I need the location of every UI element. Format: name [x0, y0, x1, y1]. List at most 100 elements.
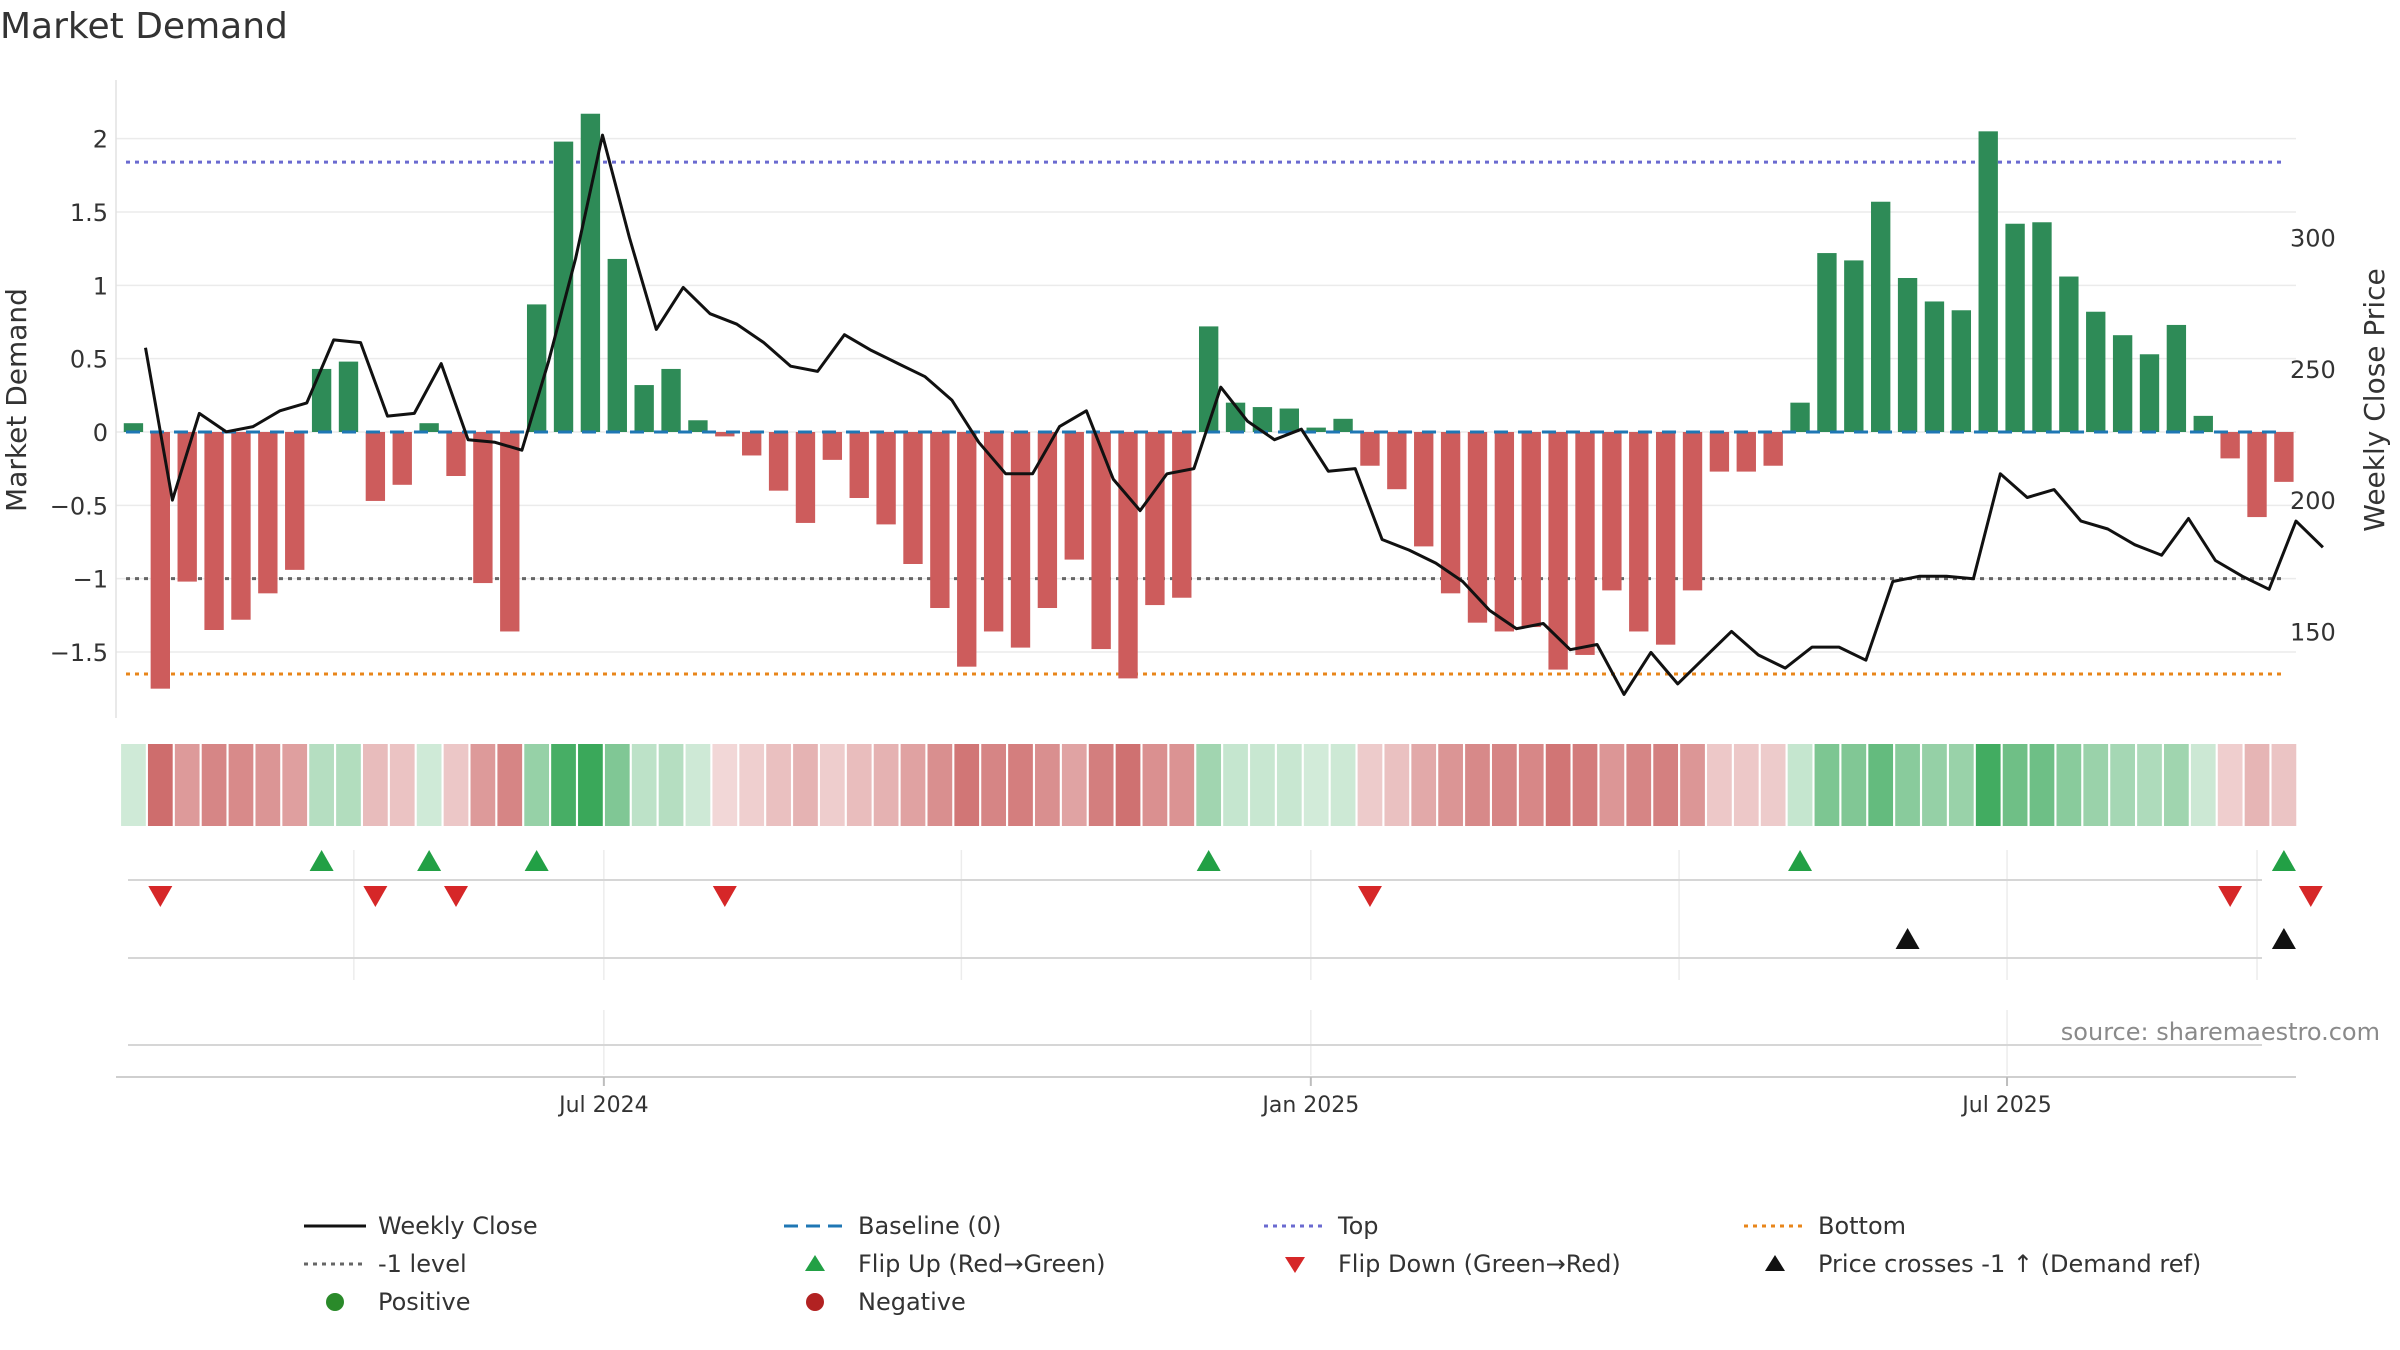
demand-strip-cell — [1276, 744, 1302, 826]
demand-bar — [1467, 432, 1488, 623]
demand-bar — [1951, 310, 1972, 432]
demand-bar — [1629, 432, 1649, 632]
legend-label-flip-down: Flip Down (Green→Red) — [1338, 1250, 1621, 1278]
legend-item-negative: Negative — [780, 1284, 966, 1320]
demand-strip-cell — [336, 744, 361, 826]
demand-strip-cell — [1599, 744, 1625, 826]
demand-strip-cell — [739, 744, 765, 826]
demand-bar — [1037, 432, 1058, 608]
demand-bar — [150, 432, 170, 689]
legend-item-flip-up: Flip Up (Red→Green) — [780, 1246, 1106, 1282]
demand-bar — [1440, 432, 1461, 594]
demand-bar — [1817, 253, 1837, 432]
demand-strip-cell — [1115, 744, 1141, 826]
demand-strip-cell — [1196, 744, 1222, 826]
demand-strip-cell — [2190, 744, 2216, 826]
demand-bar — [473, 432, 493, 584]
demand-bar — [1064, 432, 1084, 560]
price-cross-marker — [1895, 928, 1920, 949]
demand-bar — [1790, 402, 1810, 432]
demand-bar — [2059, 276, 2079, 432]
demand-strip-cell — [1653, 744, 1679, 826]
demand-bar — [2112, 335, 2133, 432]
demand-strip-cell — [1707, 744, 1732, 826]
legend-label-baseline: Baseline (0) — [858, 1212, 1002, 1240]
demand-bar — [822, 432, 843, 460]
flip-down-marker — [712, 886, 737, 907]
demand-strip-cell — [2002, 744, 2028, 826]
demand-strip-cell — [631, 744, 657, 826]
demand-strip-cell — [1975, 744, 2001, 826]
demand-bar — [1763, 432, 1783, 466]
demand-bar — [715, 432, 735, 437]
legend-label-price-cross: Price crosses -1 ↑ (Demand ref) — [1818, 1250, 2202, 1278]
demand-bar — [1118, 432, 1138, 679]
demand-strip-cell — [1061, 744, 1087, 826]
demand-strip-cell — [228, 744, 254, 826]
demand-bar — [365, 432, 386, 501]
demand-strip-cell — [1895, 744, 1920, 826]
demand-bar — [661, 368, 681, 432]
demand-bar — [1387, 432, 1407, 490]
legend-item-minus1: -1 level — [300, 1246, 467, 1282]
demand-strip-cell — [1922, 744, 1947, 826]
weekly-close-line — [144, 133, 2324, 696]
demand-bar — [446, 432, 466, 476]
demand-bar — [2274, 432, 2294, 482]
demand-strip-cell — [1626, 744, 1652, 826]
demand-strip-cell — [1169, 744, 1195, 826]
demand-bar — [849, 432, 869, 498]
legend-label-minus1: -1 level — [378, 1250, 467, 1278]
demand-bar — [1494, 432, 1515, 632]
flip-down-marker — [2218, 886, 2243, 907]
demand-bar — [204, 432, 224, 630]
demand-bar — [768, 432, 789, 491]
market-demand-chart: Market Demand 2 1.5 1 0.5 0 −0.5 −1 −1.5 300 250 20… — [0, 6, 2391, 1118]
demand-strip-cell — [470, 744, 496, 826]
legend-item-price-cross: Price crosses -1 ↑ (Demand ref) — [1740, 1246, 2201, 1282]
demand-strip-cell — [2083, 744, 2109, 826]
x-tick-label: Jan 2025 — [1260, 1093, 1359, 1118]
demand-strip-cell — [1868, 744, 1894, 826]
flip-up-marker — [1196, 850, 1221, 871]
demand-strip-cell — [604, 744, 630, 826]
demand-strip-cell — [389, 744, 415, 826]
legend-item-positive: Positive — [300, 1284, 471, 1320]
y-tick-label: −0.5 — [50, 492, 108, 520]
demand-strip-cell — [2217, 744, 2243, 826]
demand-strip-cell — [1680, 744, 1705, 826]
flip-up-marker — [2271, 850, 2296, 871]
demand-strip-cell — [1411, 744, 1437, 826]
demand-bar — [2005, 223, 2025, 432]
demand-strip-cell — [255, 744, 281, 826]
y-tick-label: −1 — [73, 566, 108, 594]
y-tick-label: −1.5 — [50, 639, 108, 667]
demand-strip-cell — [685, 744, 711, 826]
demand-strip-cell — [121, 744, 146, 826]
price-cross-marker — [2271, 928, 2296, 949]
y-tick-label: 0 — [93, 419, 108, 447]
demand-strip-cell — [1814, 744, 1840, 826]
demand-bar — [983, 432, 1004, 632]
legend-item-baseline: Baseline (0) — [780, 1208, 1001, 1244]
demand-bar — [1575, 432, 1595, 655]
demand-bar — [1306, 427, 1326, 432]
demand-strip-cell — [1035, 744, 1060, 826]
demand-strip-cell — [954, 744, 980, 826]
demand-strip-cell — [282, 744, 308, 826]
legend-item-weekly-close: Weekly Close — [300, 1208, 538, 1244]
demand-bar — [258, 432, 278, 594]
demand-bar — [2166, 324, 2187, 432]
demand-strip-cell — [2164, 744, 2189, 826]
demand-strip-cell — [1223, 744, 1248, 826]
demand-bar — [1252, 407, 1273, 432]
demand-bar — [1978, 131, 1998, 433]
demand-bar — [311, 368, 332, 432]
demand-bar — [123, 423, 144, 432]
flip-up-marker — [1788, 850, 1813, 871]
flip-down-marker — [363, 886, 388, 907]
demand-strip-cell — [2110, 744, 2135, 826]
demand-bar — [1010, 432, 1031, 648]
demand-strip-cell — [2271, 744, 2297, 826]
demand-bar — [1844, 260, 1864, 432]
